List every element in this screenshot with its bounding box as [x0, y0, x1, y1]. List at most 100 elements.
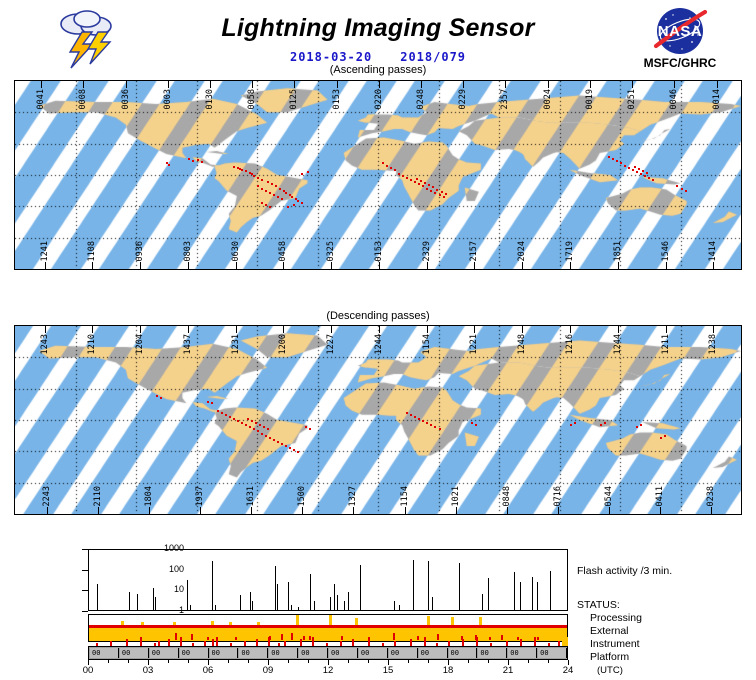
lightning-flash-marker	[439, 194, 441, 196]
lightning-flash-marker	[398, 173, 400, 175]
descending-orbit-top-label: 1221	[469, 334, 479, 354]
platform-cell[interactable]: 00	[90, 648, 119, 658]
platform-cell[interactable]: 00	[239, 648, 268, 658]
ascending-orbit-top-label: 0003	[163, 89, 173, 109]
platform-status-tick	[180, 637, 182, 646]
platform-status-tick	[436, 643, 438, 646]
external-status-tick	[393, 633, 395, 640]
lightning-flash-marker	[217, 410, 219, 412]
descending-orbit-bottom-label: 1154	[400, 486, 410, 506]
descending-orbit-top-label: 1248	[517, 334, 527, 354]
ascending-orbit-top-tick	[590, 81, 591, 88]
platform-cell[interactable]: 00	[150, 648, 179, 658]
processing-spike	[257, 622, 260, 625]
platform-cell[interactable]: 00	[389, 648, 418, 658]
platform-cell[interactable]: 00	[299, 648, 328, 658]
lightning-flash-marker	[636, 171, 638, 173]
platform-cell[interactable]: 00	[478, 648, 507, 658]
ascending-orbit-bottom-tick	[283, 262, 284, 269]
platform-status-tick	[110, 641, 112, 646]
platform-status-tick	[312, 637, 314, 646]
platform-cell[interactable]: 00	[269, 648, 298, 658]
flash-activity-bar	[537, 582, 538, 611]
x-axis-minor-tick	[288, 660, 289, 663]
platform-cell[interactable]: 00	[180, 648, 209, 658]
lightning-flash-marker	[414, 416, 416, 418]
lightning-flash-marker	[259, 424, 261, 426]
flash-activity-bar	[240, 595, 241, 611]
lightning-flash-marker	[293, 204, 295, 206]
ascending-orbit-bottom-tick	[188, 262, 189, 269]
descending-orbit-top-tick	[522, 326, 523, 333]
external-status-tick	[191, 634, 193, 640]
descending-orbit-bottom-tick	[200, 507, 201, 514]
lightning-flash-marker	[277, 441, 279, 443]
descending-orbit-top-tick	[474, 326, 475, 333]
lightning-flash-marker	[600, 424, 602, 426]
lightning-flash-marker	[436, 189, 438, 191]
platform-status-bar[interactable]: 00 00 00 00 00 00 00 00 00 00 00 00 00 00 00 00	[88, 646, 568, 660]
platform-status-tick	[352, 639, 354, 646]
date-doy: 2018/079	[400, 50, 466, 64]
platform-cell[interactable]: 00	[508, 648, 537, 658]
lightning-flash-marker	[620, 162, 622, 164]
ascending-orbit-top-label: 0229	[458, 89, 468, 109]
flash-activity-plot[interactable]	[88, 549, 568, 611]
lightning-flash-marker	[410, 179, 412, 181]
flash-activity-bar	[298, 607, 299, 611]
x-axis-minor-tick	[308, 660, 309, 663]
x-axis-minor-tick	[188, 660, 189, 663]
status-processing-external-instrument[interactable]	[88, 614, 568, 642]
descending-orbit-bottom-label: 2110	[93, 486, 103, 506]
lightning-flash-marker	[434, 192, 436, 194]
descending-passes-map[interactable]: 1243 1210 1204 1437 1231 1200 1227 1244 1154 1221…	[14, 325, 742, 515]
ascending-passes-map[interactable]: 0041 0008 0036 0003 0130 0058 0125 0153 0220 0248…	[14, 80, 742, 270]
external-status-tick	[235, 637, 237, 640]
lightning-flash-marker	[443, 196, 445, 198]
platform-cell[interactable]: 00	[419, 648, 448, 658]
flash-activity-bar	[190, 605, 191, 611]
flash-activity-bar	[215, 605, 216, 611]
lightning-flash-marker	[608, 156, 610, 158]
flash-activity-bar	[488, 578, 489, 611]
platform-cell[interactable]: 00	[538, 648, 567, 658]
platform-status-tick	[158, 641, 160, 646]
ascending-orbit-top-label: 0046	[669, 89, 679, 109]
platform-cell[interactable]: 00	[449, 648, 478, 658]
platform-cell[interactable]: 00	[120, 648, 149, 658]
descending-orbit-top-label: 1238	[708, 334, 718, 354]
lightning-flash-marker	[410, 414, 412, 416]
descending-orbit-top-tick	[236, 326, 237, 333]
ascending-orbit-bottom-tick	[666, 262, 667, 269]
lightning-flash-marker	[277, 196, 279, 198]
platform-cell[interactable]: 00	[210, 648, 239, 658]
ascending-orbit-top-tick	[463, 81, 464, 88]
flash-activity-bar	[155, 597, 156, 611]
platform-status-tick	[216, 637, 218, 646]
flash-activity-bar	[277, 584, 278, 611]
platform-cell[interactable]: 00	[329, 648, 358, 658]
lightning-flash-marker	[285, 445, 287, 447]
lightning-flash-marker	[168, 164, 170, 166]
external-status-tick	[207, 637, 209, 640]
ascending-orbit-bottom-label: 1546	[661, 241, 671, 261]
lightning-flash-marker	[289, 447, 291, 449]
descending-orbit-bottom-label: 1500	[297, 486, 307, 506]
lightning-flash-marker	[265, 190, 267, 192]
descending-orbit-top-label: 1211	[661, 334, 671, 354]
ascending-orbit-bottom-tick	[379, 262, 380, 269]
nasa-logo-block: NASA MSFC/GHRC	[625, 6, 735, 78]
lightning-flash-marker	[394, 169, 396, 171]
descending-orbit-top-label: 1200	[278, 334, 288, 354]
platform-cell[interactable]: 00	[359, 648, 388, 658]
ascending-orbit-bottom-tick	[236, 262, 237, 269]
ascending-orbit-top-tick	[168, 81, 169, 88]
lightning-flash-marker	[406, 177, 408, 179]
flash-activity-bar	[212, 561, 213, 611]
flash-activity-bar	[428, 561, 429, 611]
lightning-flash-marker	[257, 177, 259, 179]
date-iso: 2018-03-20	[290, 50, 372, 64]
descending-orbit-top-tick	[379, 326, 380, 333]
descending-orbit-top-tick	[570, 326, 571, 333]
x-axis-tick-label: 06	[203, 665, 214, 676]
